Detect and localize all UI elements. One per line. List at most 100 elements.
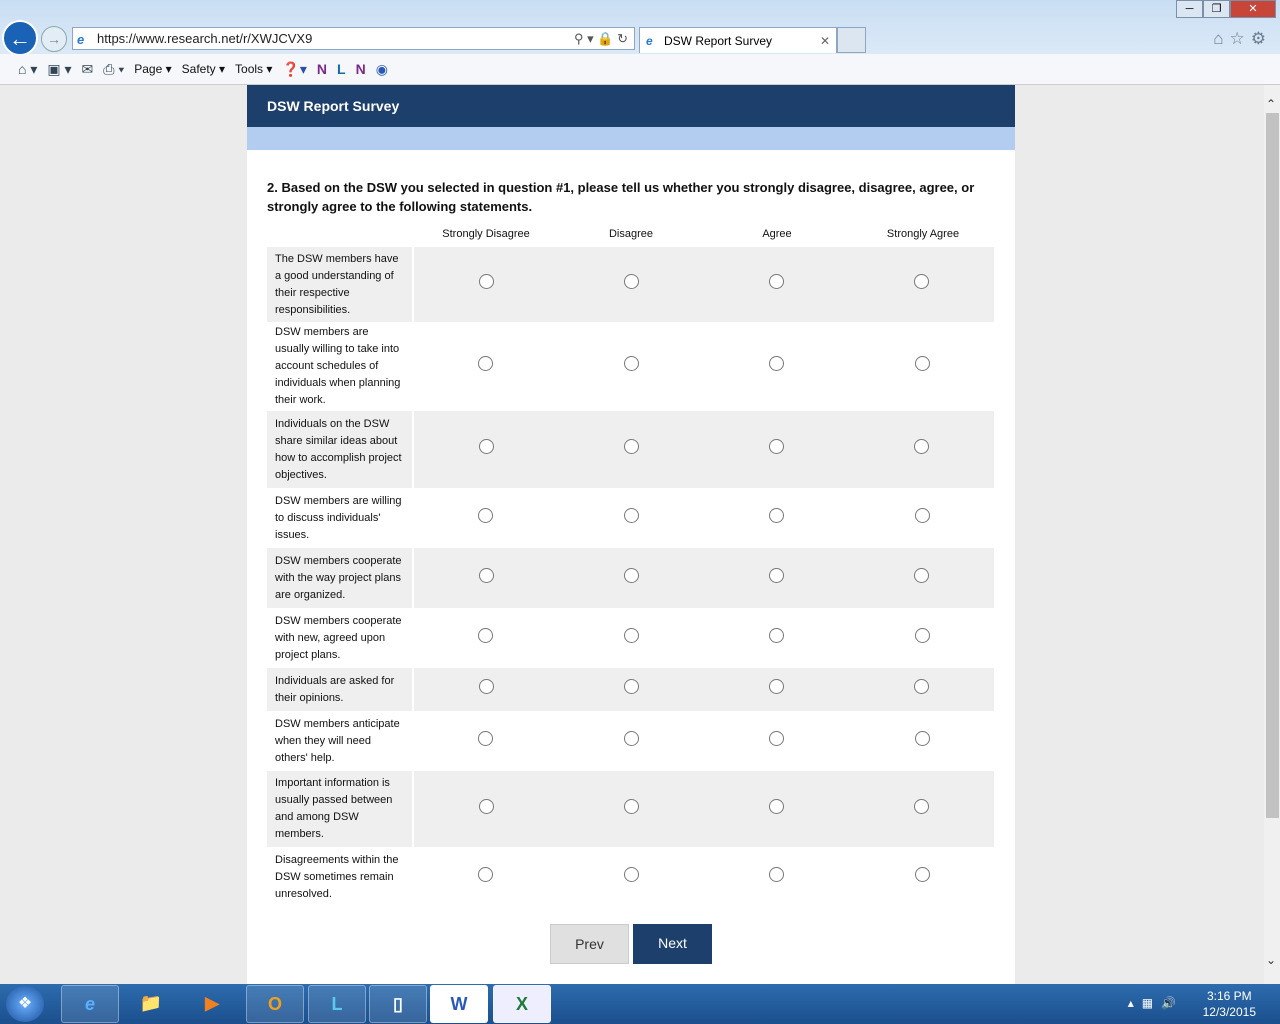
radio-cell bbox=[703, 668, 850, 711]
radio-strongly-disagree[interactable] bbox=[478, 356, 494, 371]
radio-agree[interactable] bbox=[769, 730, 785, 746]
matrix-row: Disagreements within the DSW sometimes r… bbox=[267, 847, 995, 908]
menu-tools[interactable]: Tools ▾ bbox=[235, 62, 273, 76]
radio-cell bbox=[704, 608, 850, 668]
radio-cell bbox=[849, 668, 996, 711]
tab-dsw-report-survey[interactable]: e DSW Report Survey ✕ bbox=[639, 27, 837, 53]
new-tab-button[interactable] bbox=[837, 27, 866, 53]
radio-disagree[interactable] bbox=[623, 867, 639, 882]
matrix-row: DSW members are willing to discuss indiv… bbox=[267, 488, 995, 548]
radio-agree[interactable] bbox=[769, 627, 785, 643]
matrix-row: DSW members anticipate when they will ne… bbox=[267, 711, 995, 771]
vertical-scrollbar[interactable]: ⌃ ⌄ bbox=[1264, 85, 1280, 984]
start-button[interactable]: ❖ bbox=[6, 986, 44, 1022]
radio-strongly-agree[interactable] bbox=[914, 439, 930, 454]
radio-disagree[interactable] bbox=[623, 274, 639, 289]
taskbar-outlook-icon[interactable]: O bbox=[246, 985, 304, 1023]
help-icon[interactable]: ❓▾ bbox=[282, 60, 307, 77]
radio-disagree[interactable] bbox=[623, 356, 639, 371]
radio-strongly-agree[interactable] bbox=[914, 356, 930, 371]
radio-strongly-agree[interactable] bbox=[914, 627, 930, 643]
radio-cell bbox=[849, 322, 995, 411]
taskbar-explorer-icon[interactable]: 📁 bbox=[139, 993, 163, 1013]
radio-disagree[interactable] bbox=[623, 798, 639, 814]
radio-agree[interactable] bbox=[769, 439, 785, 454]
taskbar-lync-icon[interactable]: L bbox=[308, 985, 366, 1023]
radio-strongly-disagree[interactable] bbox=[478, 867, 494, 882]
matrix-row: DSW members cooperate with the way proje… bbox=[267, 548, 996, 608]
restore-button[interactable]: ❐ bbox=[1203, 0, 1230, 18]
radio-cell bbox=[412, 771, 559, 847]
radio-strongly-disagree[interactable] bbox=[478, 627, 494, 643]
radio-disagree[interactable] bbox=[623, 627, 639, 643]
minimize-button[interactable]: ─ bbox=[1176, 0, 1203, 18]
home-favorites-settings-icons[interactable]: ⌂☆⚙ bbox=[1213, 29, 1272, 48]
scroll-down-icon[interactable]: ⌄ bbox=[1266, 953, 1277, 967]
col-header-strongly-agree: Strongly Agree bbox=[886, 228, 960, 240]
radio-cell bbox=[849, 608, 995, 668]
onenote-linked-icon[interactable]: N bbox=[355, 61, 366, 77]
matrix-row: Important information is usually passed … bbox=[267, 771, 996, 847]
radio-strongly-agree[interactable] bbox=[914, 798, 930, 814]
taskbar-word-icon[interactable]: W bbox=[430, 985, 488, 1023]
prev-button[interactable]: Prev bbox=[550, 924, 629, 964]
radio-cell bbox=[558, 247, 704, 322]
radio-disagree[interactable] bbox=[623, 567, 639, 583]
home-icon[interactable]: ⌂ ▾ bbox=[18, 60, 38, 77]
taskbar-document-icon[interactable]: ▯ bbox=[369, 985, 427, 1023]
radio-agree[interactable] bbox=[769, 356, 785, 371]
radio-cell bbox=[413, 322, 559, 411]
back-button[interactable]: ← bbox=[2, 20, 38, 56]
matrix-row: The DSW members have a good understandin… bbox=[267, 247, 996, 322]
address-tools-icons[interactable]: ⚲ ▾ 🔒 ↻ bbox=[574, 31, 628, 46]
radio-disagree[interactable] bbox=[623, 679, 639, 694]
print-icon[interactable]: ⎙ ▾ bbox=[103, 60, 125, 77]
clock[interactable]: 3:16 PM 12/3/2015 bbox=[1202, 989, 1256, 1019]
radio-strongly-disagree[interactable] bbox=[478, 567, 494, 583]
radio-strongly-disagree[interactable] bbox=[478, 679, 494, 694]
radio-strongly-agree[interactable] bbox=[914, 567, 930, 583]
lync-icon[interactable]: L bbox=[337, 61, 346, 77]
radio-cell bbox=[704, 711, 850, 771]
radio-strongly-disagree[interactable] bbox=[478, 507, 494, 523]
close-window-button[interactable]: ✕ bbox=[1230, 0, 1276, 18]
radio-agree[interactable] bbox=[769, 798, 785, 814]
forward-button[interactable]: → bbox=[41, 26, 67, 52]
radio-strongly-disagree[interactable] bbox=[478, 274, 494, 289]
radio-strongly-disagree[interactable] bbox=[478, 798, 494, 814]
radio-agree[interactable] bbox=[769, 679, 785, 694]
address-bar[interactable]: e https://www.research.net/r/XWJCVX9 ⚲ ▾… bbox=[72, 27, 635, 50]
radio-disagree[interactable] bbox=[623, 730, 639, 746]
radio-strongly-agree[interactable] bbox=[914, 507, 930, 523]
radio-cell bbox=[704, 488, 850, 548]
addon-icon[interactable]: ◉ bbox=[375, 60, 388, 77]
radio-strongly-disagree[interactable] bbox=[478, 439, 494, 454]
radio-strongly-agree[interactable] bbox=[914, 679, 930, 694]
menu-safety[interactable]: Safety ▾ bbox=[181, 62, 226, 76]
radio-agree[interactable] bbox=[769, 507, 785, 523]
radio-cell bbox=[413, 488, 559, 548]
system-tray-icons[interactable]: ▴▦🔊 bbox=[1127, 996, 1184, 1010]
radio-strongly-agree[interactable] bbox=[914, 274, 930, 289]
taskbar-ie-icon[interactable]: e bbox=[61, 985, 119, 1023]
radio-disagree[interactable] bbox=[623, 507, 639, 523]
next-button[interactable]: Next bbox=[633, 924, 712, 964]
statement-label: DSW members anticipate when they will ne… bbox=[275, 717, 400, 764]
taskbar-media-player-icon[interactable]: ▶ bbox=[205, 993, 219, 1013]
radio-agree[interactable] bbox=[769, 867, 785, 882]
menu-page[interactable]: Page ▾ bbox=[134, 62, 172, 76]
radio-strongly-agree[interactable] bbox=[914, 730, 930, 746]
radio-agree[interactable] bbox=[769, 274, 785, 289]
close-tab-icon[interactable]: ✕ bbox=[819, 34, 830, 48]
scroll-up-icon[interactable]: ⌃ bbox=[1266, 97, 1277, 111]
scrollbar-thumb[interactable] bbox=[1266, 113, 1279, 818]
feeds-icon[interactable]: ▣ ▾ bbox=[47, 60, 72, 77]
radio-strongly-disagree[interactable] bbox=[478, 730, 494, 746]
survey-title: DSW Report Survey bbox=[247, 85, 1015, 127]
radio-strongly-agree[interactable] bbox=[914, 867, 930, 882]
onenote-icon[interactable]: N bbox=[316, 61, 327, 77]
taskbar-excel-icon[interactable]: X bbox=[493, 985, 551, 1023]
radio-disagree[interactable] bbox=[623, 439, 639, 454]
radio-agree[interactable] bbox=[769, 567, 785, 583]
mail-icon[interactable]: ✉ bbox=[81, 60, 94, 77]
